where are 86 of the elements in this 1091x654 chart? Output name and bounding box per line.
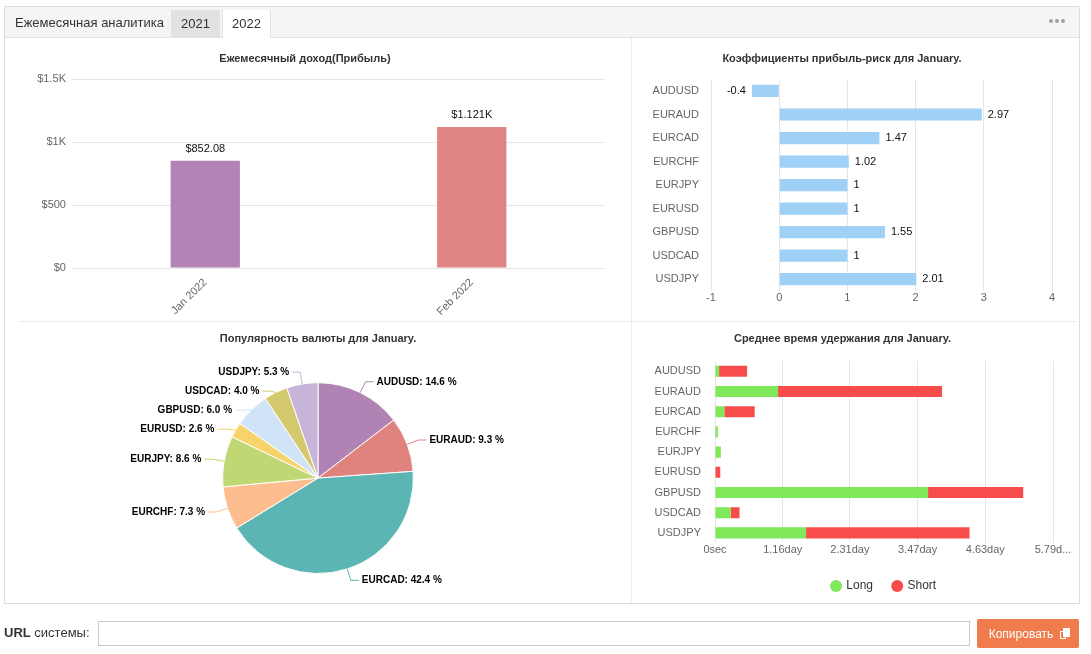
slice-label: USDCAD: 4.0 % xyxy=(185,384,260,396)
y-tick-label: EURCHF xyxy=(653,154,700,167)
data-label: -0.4 xyxy=(726,84,746,96)
bar xyxy=(779,202,848,215)
text: 2021 xyxy=(181,16,210,31)
x-tick-label: 5.79d... xyxy=(1034,542,1072,555)
bar xyxy=(778,385,943,398)
chart-title: Среднее время удержания для January. xyxy=(733,331,952,344)
slice-label: EURAUD: 9.3 % xyxy=(429,433,504,445)
legend-label: Short xyxy=(907,578,937,593)
data-label: $1.121K xyxy=(451,108,493,121)
y-tick-label: EURUSD xyxy=(654,465,702,478)
y-tick-label: USDJPY xyxy=(657,525,702,538)
y-tick-label: USDCAD xyxy=(654,505,702,518)
y-tick-label: $0 xyxy=(53,261,66,274)
bar xyxy=(928,486,1024,499)
bar xyxy=(779,131,880,145)
chart-title: Ежемесячный доход(Прибыль) xyxy=(219,51,391,64)
bar xyxy=(715,385,779,398)
y-tick-label: EURUSD xyxy=(652,201,700,214)
y-tick-label: GBPUSD xyxy=(654,485,702,498)
bar xyxy=(779,249,848,262)
x-tick-label: 1.16day xyxy=(763,542,803,555)
data-label: 2.01 xyxy=(922,272,944,285)
bar xyxy=(719,365,748,377)
bar xyxy=(715,446,721,458)
slice-label: EURCHF: 7.3 % xyxy=(131,505,206,517)
y-tick-label: $500 xyxy=(41,198,66,211)
y-tick-label: AUDUSD xyxy=(654,364,702,377)
bar xyxy=(779,108,982,121)
slice-label: EURJPY: 8.6 % xyxy=(130,452,202,464)
y-tick-label: EURJPY xyxy=(657,445,702,458)
x-tick-label: 4 xyxy=(1048,290,1056,303)
y-tick-label: EURCAD xyxy=(652,131,700,144)
legend-label: Long xyxy=(846,578,874,593)
chart-title: Популярность валюты для January. xyxy=(219,331,417,344)
slice-label: USDJPY: 5.3 % xyxy=(218,365,290,377)
data-label: 1 xyxy=(853,248,860,261)
y-tick-label: EURCAD xyxy=(654,404,702,417)
y-tick-label: USDJPY xyxy=(655,272,700,285)
slice-label: GBPUSD: 6.0 % xyxy=(157,403,233,415)
x-tick-label: 3 xyxy=(980,290,987,303)
text: Ежемесячная аналитика xyxy=(15,15,165,30)
x-tick-label: -1 xyxy=(706,290,716,303)
x-tick-label: 0sec xyxy=(703,542,728,555)
data-label: 1.02 xyxy=(854,154,877,167)
y-tick-label: EURAUD xyxy=(654,384,702,397)
y-tick-label: GBPUSD xyxy=(652,225,700,238)
text: Копировать xyxy=(988,626,1054,641)
x-tick-label: 4.63day xyxy=(965,542,1006,555)
x-tick-label: 3.47day xyxy=(897,542,938,555)
bar xyxy=(730,507,740,519)
slice-label: EURCAD: 42.4 % xyxy=(361,574,442,586)
data-label: 1.55 xyxy=(890,225,913,238)
data-label: 1.47 xyxy=(885,131,907,144)
chart-title: Коэффициенты прибыль-риск для January. xyxy=(722,51,962,64)
bar xyxy=(779,155,849,168)
bar xyxy=(779,273,917,286)
y-tick-label: EURJPY xyxy=(655,178,700,191)
x-tick-label: 2.31day xyxy=(830,542,870,555)
slice-label: AUDUSD: 14.6 % xyxy=(376,375,457,387)
data-label: 2.97 xyxy=(987,107,1010,120)
y-tick-label: EURAUD xyxy=(652,107,700,120)
y-tick-label: $1K xyxy=(46,135,67,148)
text: 2022 xyxy=(232,16,261,31)
bar xyxy=(724,406,755,418)
bar xyxy=(715,507,731,519)
x-tick-label: 1 xyxy=(844,290,851,303)
y-tick-label: $1.5K xyxy=(37,72,67,85)
x-tick-label: 2 xyxy=(912,290,919,303)
y-tick-label: EURCHF xyxy=(655,424,702,437)
data-label: $852.08 xyxy=(185,142,226,155)
data-label: 1 xyxy=(853,201,860,214)
y-tick-label: USDCAD xyxy=(652,248,700,261)
text: URL системы: xyxy=(4,625,90,640)
slice-label: EURUSD: 2.6 % xyxy=(140,422,215,434)
data-label: 1 xyxy=(853,178,860,191)
bar xyxy=(779,178,848,192)
y-tick-label: AUDUSD xyxy=(652,84,700,96)
bar xyxy=(715,527,807,539)
bar xyxy=(715,406,725,418)
bar xyxy=(751,84,779,98)
bar xyxy=(715,486,929,499)
bar xyxy=(806,527,970,539)
bar xyxy=(779,226,885,239)
x-tick-label: 0 xyxy=(776,290,783,303)
